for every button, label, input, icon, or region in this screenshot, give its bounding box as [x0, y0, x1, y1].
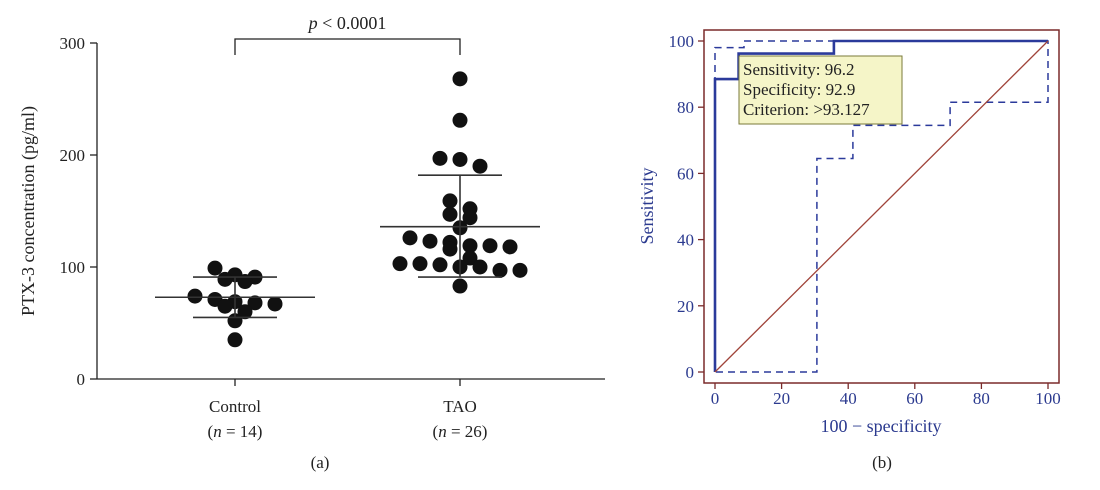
- x-tick-label: TAO: [443, 397, 477, 416]
- panel-a-chart: 0 100 200 300 PTX-3 concentration (pg/ml) Con…: [18, 13, 605, 472]
- data-point: [452, 151, 468, 167]
- data-point: [462, 210, 478, 226]
- data-point: [472, 158, 488, 174]
- y-tick-label: 100: [60, 258, 86, 277]
- data-point: [462, 238, 478, 254]
- x-axis-label: 100 − specificity: [820, 416, 941, 436]
- data-point: [267, 296, 283, 312]
- data-point: [432, 257, 448, 273]
- x-tick-label: 40: [840, 389, 857, 408]
- reference-diagonal: [714, 40, 1049, 373]
- roc-confidence-bound: [714, 40, 1049, 373]
- panel-label-a: (a): [311, 453, 330, 472]
- callout-line: Criterion: >93.127: [743, 100, 870, 119]
- data-point: [462, 250, 478, 266]
- data-point: [472, 259, 488, 275]
- y-tick-label: 300: [60, 34, 86, 53]
- significance-bracket: [234, 38, 461, 55]
- x-tick-label: 100: [1035, 389, 1061, 408]
- group-n-label: (n = 14): [208, 422, 263, 441]
- data-point: [217, 271, 233, 287]
- y-tick-label: 100: [669, 32, 695, 51]
- y-axis-label: PTX-3 concentration (pg/ml): [18, 106, 39, 316]
- x-tick-label: Control: [209, 397, 261, 416]
- plot-frame: [703, 29, 1060, 384]
- data-point: [422, 233, 438, 249]
- data-point: [402, 230, 418, 246]
- x-tick-label: 20: [773, 389, 790, 408]
- data-point: [412, 256, 428, 272]
- callout-line: Specificity: 92.9: [743, 80, 855, 99]
- panel-b-chart: 0 20 40 60 80 100 0 20 40 60 80 100 Sensitivity 100 −…: [637, 29, 1061, 472]
- data-point: [482, 238, 498, 254]
- data-point: [392, 256, 408, 272]
- data-point: [502, 239, 518, 255]
- data-point: [237, 304, 253, 320]
- data-point: [217, 298, 233, 314]
- y-tick-label: 200: [60, 146, 86, 165]
- y-tick-label: 20: [677, 297, 694, 316]
- data-point: [452, 112, 468, 128]
- data-point: [207, 260, 223, 276]
- callout-line: Sensitivity: 96.2: [743, 60, 854, 79]
- data-point: [452, 278, 468, 294]
- data-point: [442, 206, 458, 222]
- y-tick-label: 60: [677, 164, 694, 183]
- y-tick-label: 80: [677, 98, 694, 117]
- x-tick-label: 0: [711, 389, 720, 408]
- group-n-label: (n = 26): [433, 422, 488, 441]
- p-value-label: p < 0.0001: [307, 13, 387, 33]
- x-tick-label: 60: [906, 389, 923, 408]
- data-point: [442, 241, 458, 257]
- y-tick-label: 0: [686, 363, 695, 382]
- y-tick-label: 0: [77, 370, 86, 389]
- data-point: [512, 262, 528, 278]
- y-tick-label: 40: [677, 231, 694, 250]
- data-point: [247, 295, 263, 311]
- y-axis-label: Sensitivity: [637, 167, 657, 244]
- data-point: [452, 71, 468, 87]
- data-point: [442, 193, 458, 209]
- data-point: [432, 150, 448, 166]
- data-point: [187, 288, 203, 304]
- panel-label-b: (b): [872, 453, 892, 472]
- callout-box: [738, 55, 903, 125]
- data-point: [227, 332, 243, 348]
- x-tick-label: 80: [973, 389, 990, 408]
- data-point: [492, 262, 508, 278]
